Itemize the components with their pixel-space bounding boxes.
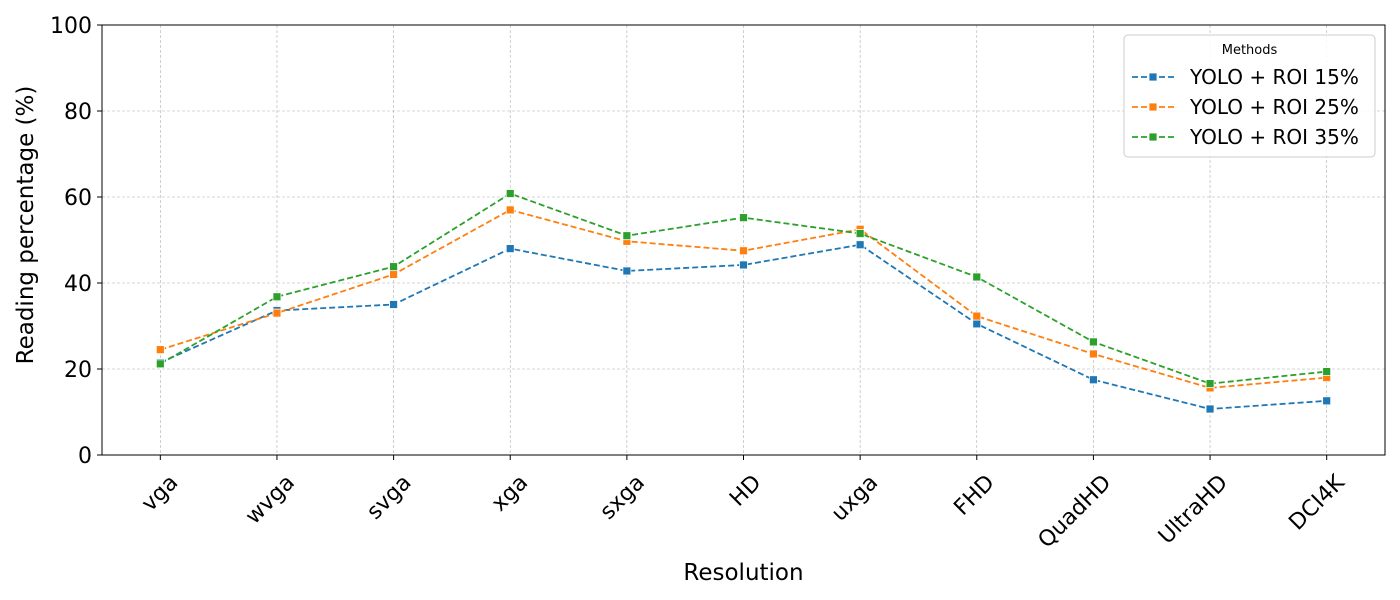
data-point	[1322, 396, 1332, 406]
legend-items: YOLO + ROI 15% YOLO + ROI 25% YOLO + ROI 3…	[1132, 65, 1359, 149]
series-lines	[155, 189, 1332, 414]
data-point	[1089, 375, 1098, 385]
x-tick-label: FHD	[949, 470, 999, 520]
legend-label: YOLO + ROI 35%	[1189, 125, 1359, 149]
x-tick-label: sxga	[595, 470, 649, 524]
data-point	[505, 244, 515, 254]
y-axis-ticks: 0 20 40 60 80 100	[50, 14, 102, 469]
data-point	[739, 213, 748, 223]
data-point	[1205, 379, 1215, 389]
data-point	[622, 266, 632, 276]
data-point	[389, 269, 398, 279]
data-point	[972, 272, 982, 282]
data-point	[855, 229, 865, 238]
data-point	[505, 189, 515, 198]
legend: Methods YOLO + ROI 15%YOLO + ROI 25%YOLO…	[1123, 34, 1376, 158]
data-point	[505, 205, 515, 215]
series-3	[155, 189, 1332, 389]
x-tick-label: HD	[725, 470, 766, 511]
data-point	[855, 240, 865, 250]
data-point	[1322, 367, 1332, 376]
data-point	[739, 260, 748, 270]
legend-box	[1123, 34, 1376, 158]
x-tick-label: svga	[362, 470, 416, 524]
legend-marker	[1148, 72, 1158, 82]
data-point	[1089, 337, 1098, 347]
data-point	[389, 262, 398, 272]
legend-marker	[1148, 102, 1158, 112]
x-tick-label: DCI4K	[1284, 470, 1350, 536]
data-point	[272, 308, 282, 318]
y-tick-label: 0	[78, 444, 92, 469]
data-point	[622, 231, 632, 241]
data-point	[972, 311, 982, 321]
x-tick-label: uxga	[827, 470, 883, 526]
x-axis-label: Resolution	[683, 560, 803, 586]
x-tick-label: wvga	[241, 470, 300, 529]
data-point	[155, 359, 165, 369]
legend-item: YOLO + ROI 35%	[1132, 125, 1359, 149]
x-tick-label: UltraHD	[1154, 470, 1233, 549]
y-tick-label: 20	[64, 358, 92, 383]
y-tick-label: 100	[50, 14, 92, 39]
y-tick-label: 40	[64, 272, 92, 297]
y-tick-label: 60	[64, 186, 92, 211]
x-tick-label: vga	[137, 470, 183, 516]
x-tick-label: QuadHD	[1034, 470, 1117, 553]
series-line	[159, 243, 1327, 410]
data-point	[1205, 404, 1215, 414]
data-point	[972, 319, 982, 329]
data-point	[389, 300, 398, 309]
legend-title: Methods	[1222, 43, 1278, 58]
legend-marker	[1148, 132, 1158, 142]
data-point	[272, 292, 282, 302]
legend-item: YOLO + ROI 15%	[1132, 65, 1359, 89]
legend-label: YOLO + ROI 15%	[1189, 65, 1359, 89]
x-axis-ticks: vga wvga svga xga sxga HD uxga FHD QuadHD UltraHD…	[137, 455, 1350, 553]
data-point	[1089, 349, 1098, 359]
data-point	[155, 345, 165, 355]
x-tick-label: xga	[487, 470, 533, 516]
legend-label: YOLO + ROI 25%	[1189, 95, 1359, 119]
y-tick-label: 80	[64, 100, 92, 125]
legend-item: YOLO + ROI 25%	[1132, 95, 1359, 119]
y-axis-label: Reading percentage (%)	[13, 86, 39, 365]
data-point	[739, 246, 748, 256]
